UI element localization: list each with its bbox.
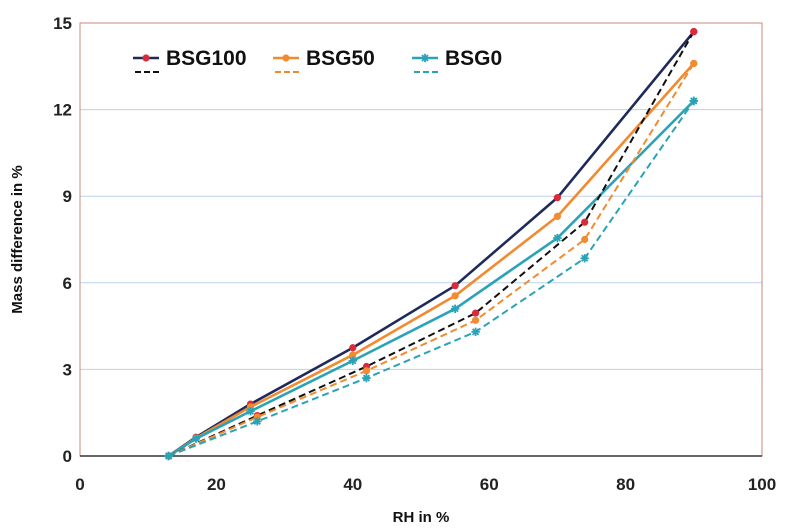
y-tick-labels: 0 3 6 9 12 15 xyxy=(53,14,72,466)
y-tick-label: 12 xyxy=(53,101,72,120)
series-line-5 xyxy=(168,100,695,457)
x-tick-label: 80 xyxy=(616,475,635,494)
data-point xyxy=(246,407,255,416)
legend-label: BSG100 xyxy=(166,47,247,70)
x-tick-label: 40 xyxy=(343,475,362,494)
y-tick-label: 0 xyxy=(63,447,72,466)
data-point xyxy=(253,417,262,426)
data-point xyxy=(690,28,698,36)
x-tick-labels: 0 20 40 60 80 100 xyxy=(75,475,776,494)
data-point xyxy=(349,351,357,359)
data-point xyxy=(471,309,480,317)
series-layer xyxy=(164,28,698,461)
plot-frame xyxy=(79,22,763,457)
data-point xyxy=(553,212,562,221)
x-tick-label: 0 xyxy=(75,475,84,494)
y-tick-label: 6 xyxy=(63,274,72,293)
x-tick-label: 20 xyxy=(207,475,226,494)
data-point xyxy=(348,356,357,365)
legend-label: BSG50 xyxy=(306,47,375,70)
series-line-3 xyxy=(168,31,695,457)
y-tick-label: 3 xyxy=(63,360,72,379)
series-line-1 xyxy=(167,62,695,458)
data-point xyxy=(689,96,698,106)
data-point xyxy=(349,344,357,352)
series-0 xyxy=(165,28,698,460)
data-point xyxy=(581,218,589,226)
x-tick-label: 60 xyxy=(480,475,499,494)
data-point xyxy=(471,316,480,324)
data-point xyxy=(450,304,460,313)
data-point xyxy=(362,373,371,383)
data-point xyxy=(581,235,589,244)
data-point xyxy=(553,194,562,202)
legend-marker xyxy=(142,54,150,62)
series-3 xyxy=(165,28,698,460)
data-point xyxy=(451,292,459,300)
x-axis-title: RH in % xyxy=(393,509,450,526)
y-tick-label: 9 xyxy=(63,187,72,206)
legend-marker xyxy=(282,54,290,62)
x-tick-label: 100 xyxy=(748,475,776,494)
y-tick-label: 15 xyxy=(53,14,72,33)
legend-item: BSG100 xyxy=(133,47,247,73)
series-2 xyxy=(164,96,698,461)
data-point xyxy=(362,367,371,375)
y-axis-title: Mass difference in % xyxy=(9,165,26,313)
data-point xyxy=(471,327,480,337)
legend-marker xyxy=(420,53,430,63)
legend-label: BSG0 xyxy=(445,47,502,70)
data-point xyxy=(451,282,459,290)
series-line-4 xyxy=(168,62,695,457)
legend: BSG100 BSG50 BSG0 xyxy=(133,47,502,73)
series-4 xyxy=(165,59,698,460)
data-point xyxy=(191,434,201,443)
series-1 xyxy=(165,59,698,460)
series-5 xyxy=(164,96,698,461)
series-line-0 xyxy=(167,30,695,458)
legend-item: BSG0 xyxy=(412,47,502,73)
legend-item: BSG50 xyxy=(273,47,375,73)
data-point xyxy=(164,451,173,461)
data-point xyxy=(690,59,698,68)
data-point xyxy=(580,254,589,263)
data-point xyxy=(553,233,562,243)
